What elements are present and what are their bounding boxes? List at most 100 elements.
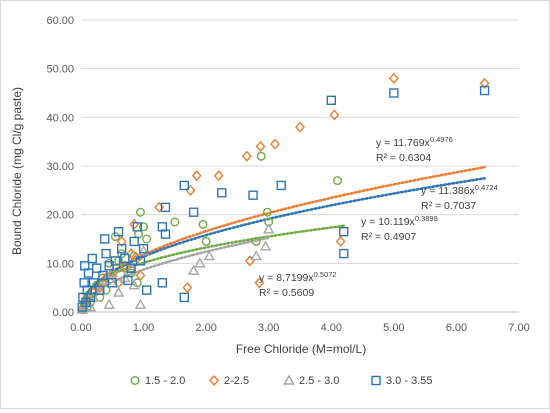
data-point [141,285,152,295]
data-point [182,282,193,294]
data-point [112,286,125,297]
legend: 1.5 - 2.0 2-2.5 2.5 - 3.0 3.0 - 3.55 [130,374,432,387]
data-point [129,236,139,247]
legend-label: 1.5 - 2.0 [145,375,185,387]
data-point [254,277,265,289]
y-tick-label: 60.00 [46,15,74,27]
legend-item: 2.5 - 3.0 [283,374,339,387]
data-point [117,249,127,259]
data-point [217,188,227,198]
y-tick-label: 50.00 [46,64,74,76]
axes: 0.00 10.00 20.00 30.00 40.00 50.00 60.00 0.00 1.… [46,15,529,334]
data-point [160,202,171,213]
data-point [194,257,206,268]
data-point [250,250,262,261]
data-point [88,278,99,288]
data-point [135,256,146,266]
legend-item: 1.5 - 2.0 [130,375,185,387]
data-point [179,180,189,191]
data-point [137,245,150,256]
data-point [126,248,136,260]
x-tick-label: 5.00 [383,322,404,334]
data-point [110,256,121,266]
legend-item: 3.0 - 3.55 [371,375,432,387]
data-point [82,285,92,295]
data-point [116,244,127,254]
data-point [103,298,115,309]
x-tick-label: 0.00 [70,322,91,334]
data-point [241,150,252,162]
trendline-r2: R² = 0.5609 [259,287,314,299]
trendline [82,177,486,300]
y-tick-label: 40.00 [46,112,74,124]
data-point [160,229,171,239]
x-axis-title: Free Chloride (M=mol/L) [236,342,366,356]
data-point [116,235,127,247]
data-point [256,151,266,161]
x-tick-label: 3.00 [258,322,279,334]
series-group [76,223,275,314]
y-axis-title: Bound Chloride (mg Cl/g paste) [10,87,24,255]
x-tick-label: 6.00 [446,322,467,334]
data-point [104,261,114,271]
data-point [248,190,258,200]
data-point [126,263,136,273]
data-point [213,170,224,182]
data-point [135,269,146,282]
gridlines [81,19,519,264]
data-point [135,207,145,217]
trendline-equation: y = 10.119x0.3898 [361,214,438,228]
data-point [100,234,110,244]
x-tick-label: 2.00 [195,322,216,334]
trendline-r2: R² = 0.7037 [421,200,476,212]
data-point [262,207,272,217]
data-point [120,253,130,264]
data-point [98,270,108,281]
data-point [198,219,208,229]
trendline-equation: y = 8.7199x0.5072 [259,270,337,284]
data-point [95,285,105,295]
y-tick-label: 30.00 [46,161,74,173]
trendline [82,236,271,305]
data-point [191,170,202,182]
data-point [101,248,111,259]
data-point [157,278,168,288]
data-point [479,77,490,89]
data-point [134,298,147,309]
data-point [87,253,97,264]
data-point [187,264,200,275]
data-point [389,88,399,98]
data-point [339,248,349,259]
data-point [107,267,118,279]
data-point [251,236,261,246]
x-tick-label: 7.00 [508,322,529,334]
data-point [263,223,275,234]
y-tick-label: 0.00 [53,307,74,319]
trendline [82,165,486,301]
trendline-equation: y = 11.769x0.4976 [376,135,453,149]
data-point [333,176,343,186]
series-group [77,85,490,312]
y-tick-label: 10.00 [46,258,74,270]
legend-marker [371,375,381,386]
data-point [170,217,180,227]
x-tick-label: 4.00 [321,322,342,334]
trendline-r2: R² = 0.4907 [361,231,416,243]
trendline-equation: y = 11.386x0.4724 [421,183,498,197]
data-point [83,268,94,278]
legend-marker [209,374,219,387]
data-point [270,138,280,150]
legend-label: 2-2.5 [224,375,249,387]
data-point [188,207,199,217]
data-point [179,292,189,303]
data-point [326,95,336,106]
data-point [138,244,149,254]
data-point [255,140,266,153]
data-point [110,232,120,242]
data-point [339,226,349,237]
legend-label: 3.0 - 3.55 [386,375,432,387]
data-point [139,222,149,232]
legend-marker [283,374,295,385]
data-point [295,121,305,133]
